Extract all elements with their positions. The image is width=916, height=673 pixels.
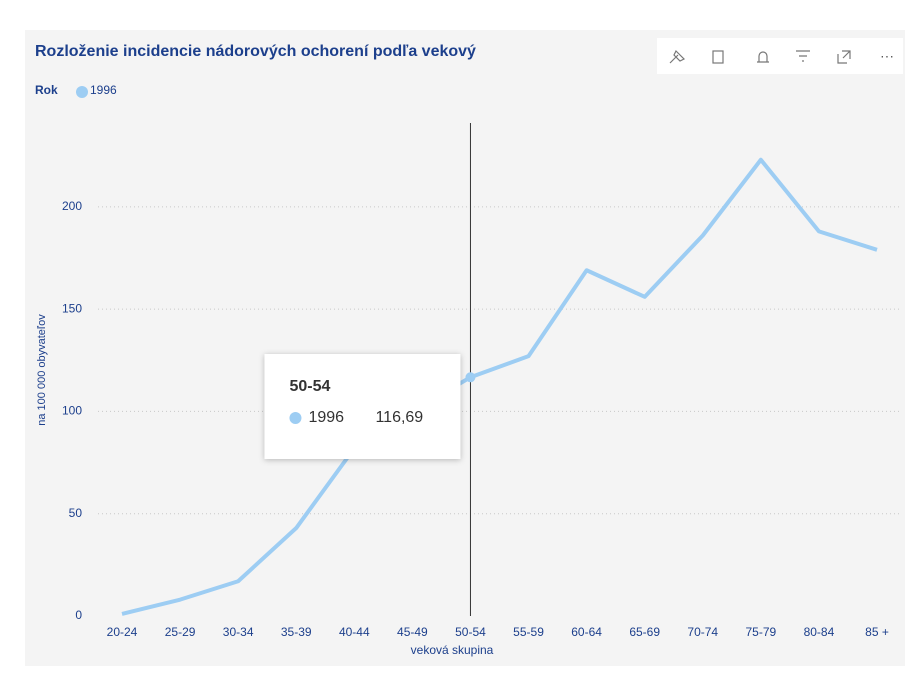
panel: [25, 30, 905, 666]
pin-icon[interactable]: [669, 49, 686, 64]
x-tick-label: 55-59: [513, 625, 544, 639]
focus-icon[interactable]: [837, 50, 851, 64]
legend-label: 1996: [90, 83, 117, 97]
y-tick-label: 150: [62, 301, 82, 315]
y-tick-label: 0: [75, 608, 82, 622]
x-tick-label: 65-69: [629, 625, 660, 639]
x-tick-label: 70-74: [687, 625, 718, 639]
y-tick-label: 100: [62, 404, 82, 418]
legend-swatch: [76, 86, 88, 98]
legend-title: Rok: [35, 83, 58, 97]
y-tick-label: 200: [62, 199, 82, 213]
tooltip-title: 50-54: [289, 378, 330, 395]
toolbar-bg: [657, 38, 903, 74]
x-tick-label: 60-64: [571, 625, 602, 639]
copy-icon[interactable]: [712, 50, 724, 64]
toolbar: ···: [657, 38, 903, 74]
x-tick-label: 80-84: [804, 625, 835, 639]
tooltip-swatch: [289, 412, 302, 424]
more-icon[interactable]: ···: [880, 48, 894, 64]
tooltip-value: 116,69: [375, 409, 423, 426]
x-tick-label: 25-29: [165, 625, 196, 639]
chart-title: Rozloženie incidencie nádorových ochoren…: [35, 43, 476, 60]
x-tick-label: 75-79: [745, 625, 776, 639]
y-tick-label: 50: [69, 506, 83, 520]
y-axis-label: na 100 000 obyvateľov: [36, 314, 48, 426]
tooltip-series: 1996: [308, 409, 344, 426]
filter-icon[interactable]: [796, 50, 810, 62]
x-tick-label: 45-49: [397, 625, 428, 639]
hover-point: [465, 372, 476, 383]
series-line: [121, 157, 878, 616]
x-tick-label: 85 +: [865, 625, 889, 639]
x-tick-label: 40-44: [339, 625, 370, 639]
tooltip-bg: [264, 354, 461, 459]
tooltip: 50-54 1996 116,69: [264, 354, 461, 459]
x-tick-label: 35-39: [281, 625, 312, 639]
x-tick-label: 30-34: [223, 625, 254, 639]
x-tick-label: 20-24: [107, 625, 138, 639]
x-tick-label: 50-54: [455, 625, 486, 639]
alert-icon[interactable]: [757, 51, 769, 63]
x-axis-label: veková skupina: [411, 643, 494, 657]
